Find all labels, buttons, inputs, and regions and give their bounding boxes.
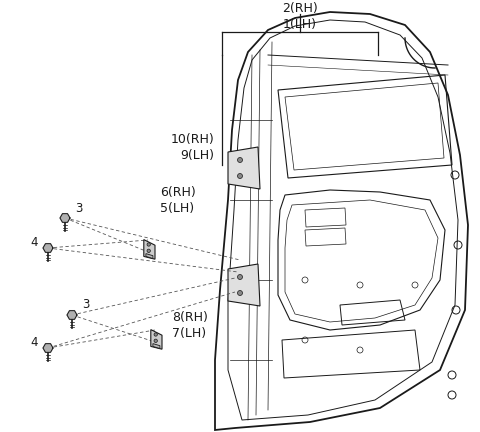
Polygon shape — [67, 311, 77, 319]
Circle shape — [238, 274, 242, 280]
Text: 3: 3 — [75, 201, 83, 215]
Polygon shape — [146, 254, 153, 258]
Circle shape — [238, 290, 242, 295]
Text: 10(RH)
9(LH): 10(RH) 9(LH) — [170, 133, 214, 162]
Circle shape — [238, 158, 242, 162]
Text: 3: 3 — [82, 299, 89, 311]
Text: 6(RH)
5(LH): 6(RH) 5(LH) — [160, 186, 196, 215]
Text: 2(RH)
1(LH): 2(RH) 1(LH) — [282, 2, 318, 31]
Polygon shape — [60, 214, 70, 222]
Polygon shape — [151, 330, 162, 349]
Circle shape — [154, 339, 157, 343]
Circle shape — [154, 333, 157, 336]
Circle shape — [238, 174, 242, 178]
Text: 4: 4 — [30, 336, 37, 349]
Polygon shape — [144, 240, 155, 259]
Polygon shape — [43, 244, 53, 252]
Circle shape — [147, 249, 150, 252]
Polygon shape — [228, 264, 260, 306]
Polygon shape — [43, 344, 53, 353]
Text: 4: 4 — [30, 235, 37, 248]
Polygon shape — [153, 343, 160, 349]
Text: 8(RH)
7(LH): 8(RH) 7(LH) — [172, 311, 208, 340]
Circle shape — [147, 243, 150, 246]
Polygon shape — [228, 147, 260, 189]
